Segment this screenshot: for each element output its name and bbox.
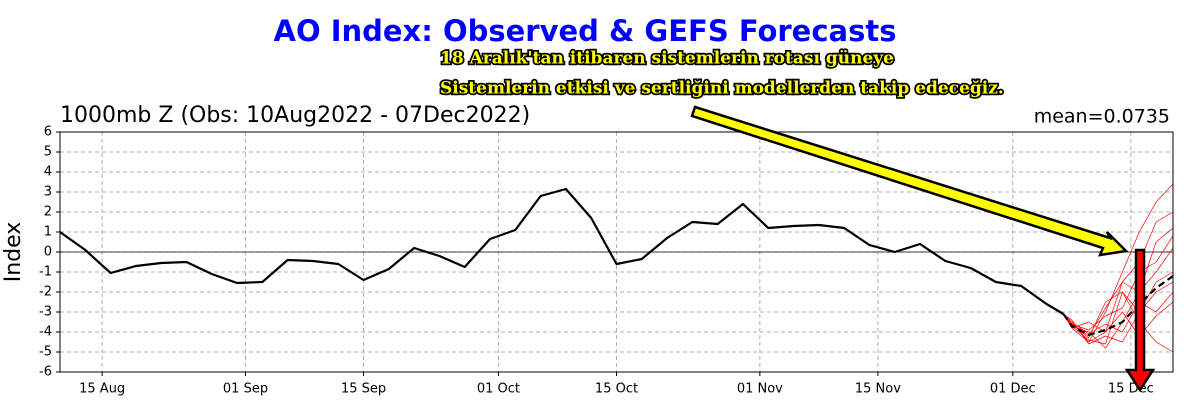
y-tick-label: 1 [44,225,52,240]
x-tick-label: 15 Nov [855,382,901,397]
y-tick-label: -3 [39,305,52,320]
series-line [1063,301,1173,343]
series-line [1063,271,1173,345]
x-tick-label: 15 Oct [595,382,638,397]
y-tick-label: 0 [44,245,52,260]
y-tick-label: 5 [44,145,52,160]
red-arrow [1124,248,1156,393]
y-tick-label: 3 [44,185,52,200]
x-tick-label: 15 Sep [341,382,386,397]
annotation-arrows [690,105,1156,393]
series-line [1063,291,1173,353]
plot: -6 -5 -4 -3 -2 -1 0 1 2 3 4 5 6 15 Aug 01 Sep 15 Sep 01 … [39,125,1173,397]
x-tick-label: 01 Oct [477,382,520,397]
series-line [1063,227,1173,337]
stat-label: mean=0.0735 [1034,106,1170,128]
y-tick-label: 4 [44,165,52,180]
y-tick-label: -1 [39,265,52,280]
yellow-arrow [690,105,1129,257]
series-line [60,187,1064,315]
series-layer [60,183,1173,353]
x-tick-label: 01 Dec [990,382,1036,397]
y-axis-label: Index [1,222,26,283]
y-tick-label: -5 [39,345,52,360]
y-tick-label: -6 [39,365,52,380]
y-tick-label: 6 [44,125,52,140]
x-tick-label: 15 Aug [79,382,125,397]
chart-title: AO Index: Observed & GEFS Forecasts [274,14,897,48]
y-tick-label: 2 [44,205,52,220]
plot-frame [59,131,1174,373]
x-tick-label: 01 Nov [737,382,783,397]
chart-subtitle: 1000mb Z (Obs: 10Aug2022 - 07Dec2022) [60,103,530,128]
x-tick-label: 01 Sep [223,382,268,397]
y-tick-label: -2 [39,285,52,300]
series-line [1063,291,1173,335]
series-line [1063,183,1173,343]
series-line [1063,235,1173,331]
x-tick-label: 15 Dec [1108,382,1154,397]
annotation: Sistemlerin etkisi ve sertliğini modelle… [440,79,1004,99]
y-tick-label: -4 [39,325,52,340]
series-line [1062,275,1173,337]
annotation: 18 Aralık'tan itibaren sistemlerin rotas… [440,49,894,69]
